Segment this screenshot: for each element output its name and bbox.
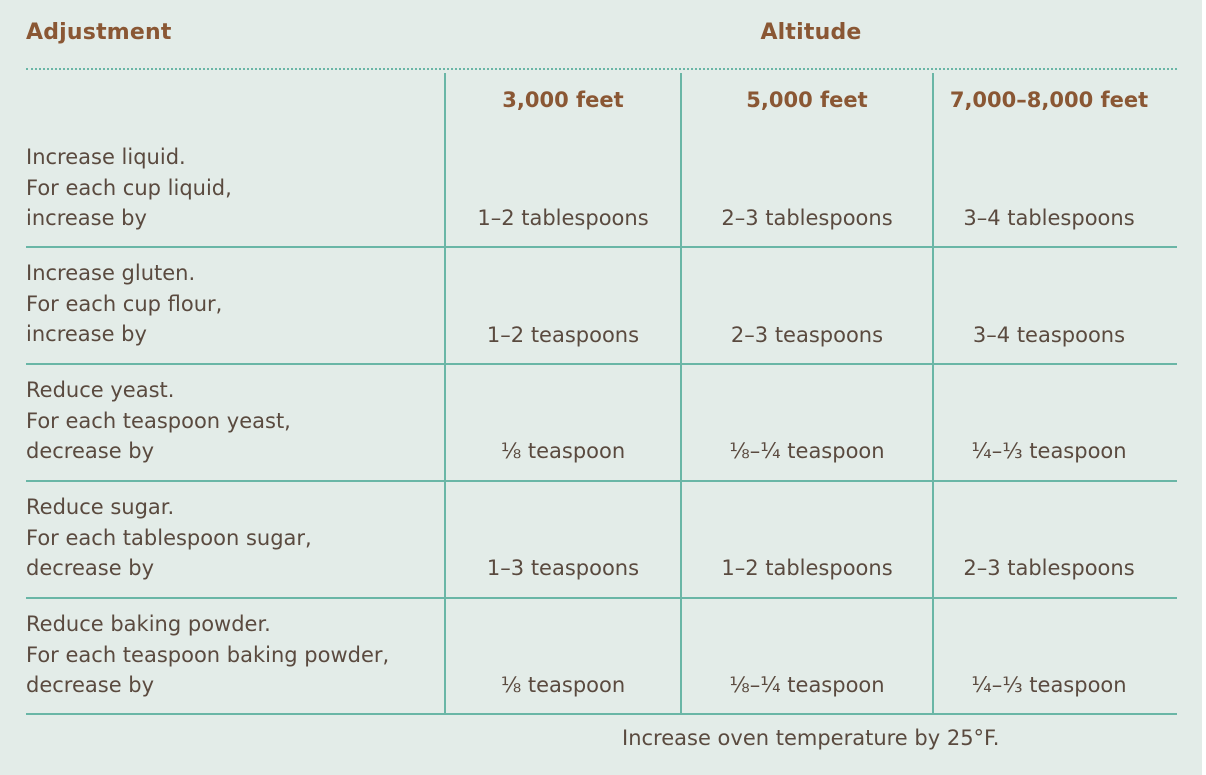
row-label-line: decrease by — [26, 556, 155, 580]
column-header-3000: 3,000 feet — [502, 88, 624, 112]
cell-baking-powder-3000: ⅛ teaspoon — [500, 673, 626, 697]
row-label-line: For each teaspoon yeast, — [26, 408, 291, 433]
cell-liquid-5000: 2–3 tablespoons — [721, 206, 893, 230]
cell-baking-powder-7000: ¼–⅓ teaspoon — [971, 673, 1127, 697]
column-divider-2 — [680, 73, 682, 714]
row-divider-1 — [26, 246, 1177, 248]
row-divider-2 — [26, 363, 1177, 365]
row-divider-5 — [26, 713, 1177, 715]
cell-sugar-7000: 2–3 tablespoons — [963, 556, 1135, 580]
altitude-heading: Altitude — [760, 20, 862, 45]
row-divider-3 — [26, 480, 1177, 482]
row-label-line: decrease by — [26, 673, 155, 697]
adjustment-heading: Adjustment — [26, 20, 172, 45]
cell-sugar-5000: 1–2 tablespoons — [721, 556, 893, 580]
cell-liquid-7000: 3–4 tablespoons — [963, 206, 1135, 230]
row-label-line: For each tablespoon sugar, — [26, 525, 312, 550]
cell-yeast-3000: ⅛ teaspoon — [500, 439, 626, 463]
dotted-header-rule — [26, 68, 1177, 70]
row-divider-4 — [26, 597, 1177, 599]
cell-yeast-7000: ¼–⅓ teaspoon — [971, 439, 1127, 463]
column-divider-1 — [444, 73, 446, 714]
cell-liquid-3000: 1–2 tablespoons — [477, 206, 649, 230]
row-label-line: For each cup flour, — [26, 291, 223, 316]
column-header-5000: 5,000 feet — [746, 88, 868, 112]
column-divider-3 — [932, 73, 934, 714]
row-label-gluten: Increase gluten. For each cup flour, inc… — [26, 258, 436, 350]
cell-gluten-7000: 3–4 teaspoons — [972, 323, 1126, 347]
cell-gluten-5000: 2–3 teaspoons — [730, 323, 884, 347]
cell-baking-powder-5000: ⅛–¼ teaspoon — [729, 673, 885, 697]
row-label-line: decrease by — [26, 439, 155, 463]
column-header-7000-8000: 7,000–8,000 feet — [949, 88, 1149, 112]
cell-gluten-3000: 1–2 teaspoons — [486, 323, 640, 347]
row-label-baking-powder: Reduce baking powder. For each teaspoon … — [26, 609, 436, 701]
cell-sugar-3000: 1–3 teaspoons — [486, 556, 640, 580]
row-label-line: For each teaspoon baking powder, — [26, 642, 390, 667]
row-label-yeast: Reduce yeast. For each teaspoon yeast, d… — [26, 375, 436, 467]
row-label-liquid: Increase liquid. For each cup liquid, in… — [26, 142, 436, 234]
row-label-line: Reduce baking powder. — [26, 612, 271, 636]
row-label-line: Increase gluten. — [26, 261, 196, 285]
row-label-line: increase by — [26, 206, 147, 230]
row-label-line: For each cup liquid, — [26, 175, 232, 200]
right-edge-strip — [1202, 0, 1206, 775]
row-label-line: Reduce sugar. — [26, 495, 175, 519]
cell-yeast-5000: ⅛–¼ teaspoon — [729, 439, 885, 463]
row-label-line: Reduce yeast. — [26, 378, 175, 402]
row-label-line: increase by — [26, 322, 147, 346]
oven-temperature-note: Increase oven temperature by 25°F. — [622, 726, 1000, 750]
row-label-sugar: Reduce sugar. For each tablespoon sugar,… — [26, 492, 436, 584]
row-label-line: Increase liquid. — [26, 145, 186, 169]
